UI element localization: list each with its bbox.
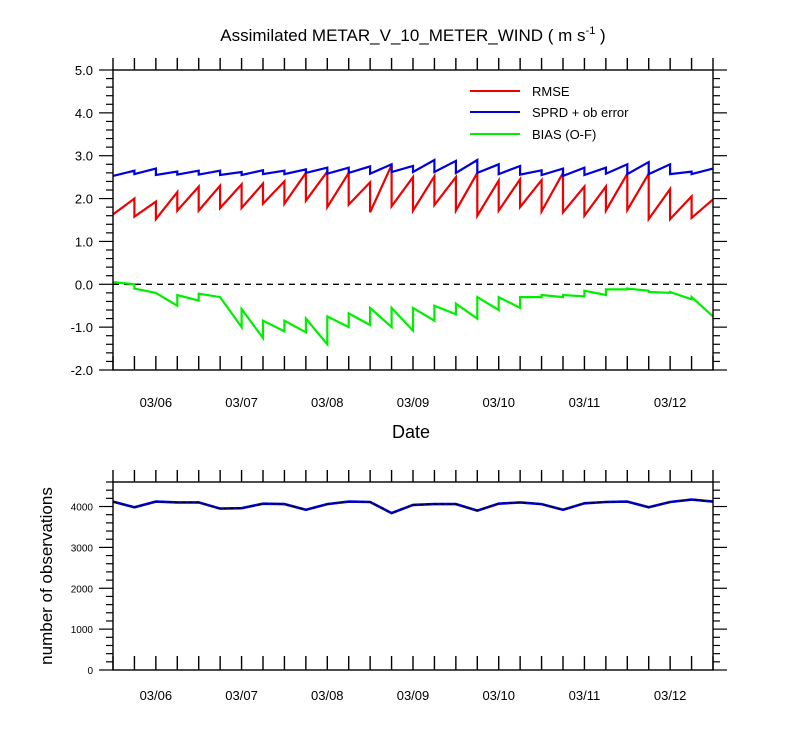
top-plot-frame	[112, 69, 714, 371]
legend-label: RMSE	[532, 84, 570, 99]
y-tick-label: 2000	[71, 584, 94, 595]
y-tick-label: 4.0	[75, 106, 93, 121]
chart-title-main: Assimilated METAR_V_10_METER_WIND ( m s	[220, 26, 585, 45]
y-tick-label: 1.0	[75, 234, 93, 249]
y-tick-label: -2.0	[71, 363, 93, 378]
bottom-x-tick-labels: 03/06 03/07 03/08 03/09 03/10 03/11 03/12	[140, 688, 687, 703]
x-tick-label: 03/06	[140, 395, 173, 410]
top-ticks	[99, 58, 727, 371]
x-tick-label: 03/09	[397, 395, 430, 410]
x-tick-label: 03/07	[225, 688, 258, 703]
x-tick-label: 03/11	[569, 395, 601, 410]
top-series	[112, 158, 714, 348]
y-tick-label: 2.0	[75, 192, 93, 207]
series-line-bias-o-f	[112, 281, 714, 348]
y-tick-label: 3000	[71, 543, 94, 554]
y-tick-label: 4000	[71, 503, 94, 514]
bottom-plot-frame	[112, 481, 714, 671]
x-tick-label: 03/08	[311, 395, 344, 410]
chart-title: Assimilated METAR_V_10_METER_WIND ( m s-…	[220, 25, 605, 45]
bottom-ticks	[99, 470, 727, 671]
bottom-y-axis-label: number of observations	[37, 487, 56, 665]
top-x-axis-label: Date	[392, 422, 430, 442]
series-line-sprd-ob-error	[112, 158, 714, 178]
y-tick-label: 0.0	[75, 277, 93, 292]
observations-line-dashed	[112, 498, 714, 514]
legend-label: SPRD + ob error	[532, 105, 629, 120]
legend: RMSE SPRD + ob error BIAS (O-F)	[470, 84, 629, 142]
y-tick-label: -1.0	[71, 320, 93, 335]
observations-line	[112, 498, 714, 515]
x-tick-label: 03/11	[569, 688, 601, 703]
x-tick-label: 03/06	[140, 688, 173, 703]
x-tick-label: 03/12	[654, 688, 687, 703]
bottom-series	[112, 498, 714, 515]
series-line-rmse	[112, 164, 714, 223]
y-tick-label: 5.0	[75, 63, 93, 78]
x-tick-label: 03/08	[311, 688, 344, 703]
y-tick-label: 0	[87, 666, 93, 677]
x-tick-label: 03/09	[397, 688, 430, 703]
x-tick-label: 03/10	[482, 688, 515, 703]
bottom-y-tick-labels: 4000 3000 2000 1000 0	[71, 503, 94, 677]
y-tick-label: 3.0	[75, 149, 93, 164]
top-panel: 5.04.03.02.01.00.0-1.0-2.0 03/06 03/07 03/…	[71, 58, 727, 442]
x-tick-label: 03/10	[482, 395, 515, 410]
top-y-tick-labels: 5.0 4.0 3.0 2.0 1.0 0.0 -1.0 -2.0	[71, 63, 93, 378]
x-tick-label: 03/12	[654, 395, 687, 410]
top-x-tick-labels: 03/06 03/07 03/08 03/09 03/10 03/11 03/12	[140, 395, 687, 410]
y-tick-label: 1000	[71, 625, 94, 636]
legend-label: BIAS (O-F)	[532, 127, 596, 142]
x-tick-label: 03/07	[225, 395, 258, 410]
chart-title-sup: -1	[586, 25, 596, 37]
chart-title-close: )	[595, 26, 605, 45]
